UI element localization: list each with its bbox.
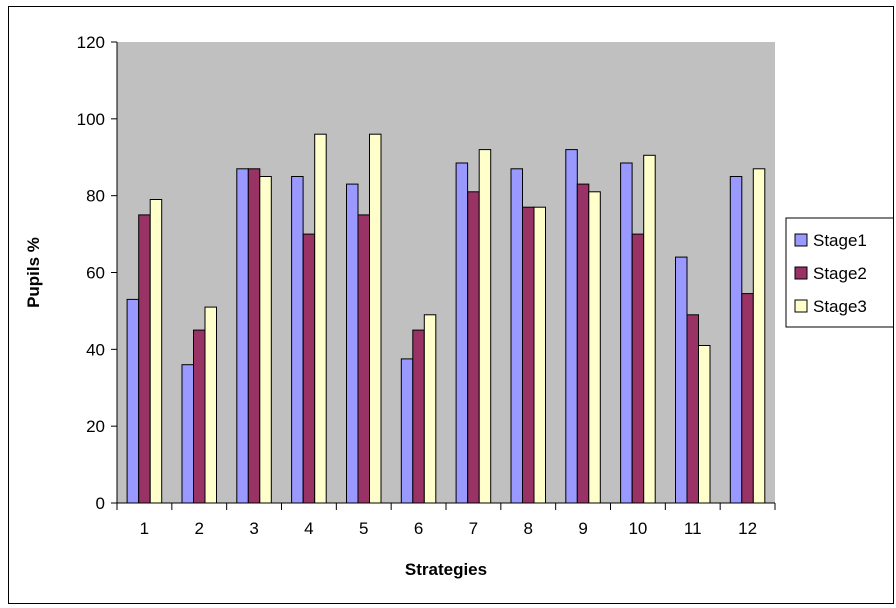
x-tick-label: 8 xyxy=(524,519,533,538)
legend-label-stage3: Stage3 xyxy=(813,297,867,316)
bar-stage2-8 xyxy=(522,206,535,504)
bar-stage3-12 xyxy=(752,168,766,504)
x-tick-label: 2 xyxy=(195,519,204,538)
bar-stage1-1 xyxy=(126,298,140,504)
y-tick-label: 80 xyxy=(86,187,105,206)
bar-stage3-4 xyxy=(314,133,327,504)
bar-stage2-7 xyxy=(467,191,480,504)
bar-stage3-9 xyxy=(588,191,601,504)
bar-stage3-7 xyxy=(478,149,492,504)
legend-swatch-stage1 xyxy=(794,233,808,247)
bar-stage3-10 xyxy=(643,154,656,504)
bar-stage1-8 xyxy=(510,168,523,504)
legend-swatch-stage2 xyxy=(794,266,808,280)
bar-stage2-11 xyxy=(686,314,699,504)
y-tick-label: 100 xyxy=(77,110,105,129)
plot-area xyxy=(117,42,775,503)
bar-stage1-9 xyxy=(565,149,578,504)
x-tick-label: 7 xyxy=(469,519,478,538)
bar-stage2-10 xyxy=(631,233,645,504)
bar-stage1-2 xyxy=(181,364,194,504)
x-tick-label: 12 xyxy=(738,519,757,538)
bar-stage2-2 xyxy=(193,329,206,504)
bar-stage3-11 xyxy=(698,345,711,504)
x-tick-label: 10 xyxy=(628,519,647,538)
x-tick-label: 3 xyxy=(249,519,258,538)
legend-label-stage2: Stage2 xyxy=(813,264,867,283)
bar-stage2-3 xyxy=(247,168,261,504)
y-tick-label: 60 xyxy=(86,264,105,283)
bar-stage1-11 xyxy=(675,256,688,504)
x-tick-label: 9 xyxy=(578,519,587,538)
bar-stage1-10 xyxy=(620,162,633,504)
x-tick-label: 6 xyxy=(414,519,423,538)
bar-stage2-12 xyxy=(741,293,754,504)
x-tick-label: 4 xyxy=(304,519,313,538)
bar-stage3-1 xyxy=(149,199,163,504)
y-tick-label: 40 xyxy=(86,340,105,359)
y-tick-label: 0 xyxy=(96,494,105,513)
legend: Stage1 Stage2 Stage3 xyxy=(785,217,896,328)
bar-stage2-6 xyxy=(412,329,425,504)
bar-stage2-1 xyxy=(138,214,151,504)
bar-stage3-6 xyxy=(423,314,437,504)
bar-stage1-12 xyxy=(729,176,743,504)
bar-stage1-6 xyxy=(400,358,414,504)
bar-stage1-4 xyxy=(291,176,304,504)
x-tick-label: 1 xyxy=(140,519,149,538)
legend-label-stage1: Stage1 xyxy=(813,231,867,250)
chart-frame: 0 20 40 60 80 100 120 1 2 3 4 5 6 7 8 9 10 11 12 Pupils % … xyxy=(8,6,896,604)
bar-stage3-5 xyxy=(369,133,382,504)
bar-stage1-7 xyxy=(455,162,469,504)
y-axis-label: Pupils % xyxy=(24,237,43,308)
y-tick-label: 120 xyxy=(77,33,105,52)
legend-swatch-stage3 xyxy=(794,299,808,313)
bar-stage1-3 xyxy=(236,168,249,504)
bar-stage2-9 xyxy=(576,183,590,504)
bar-stage3-2 xyxy=(204,306,217,504)
x-tick-label: 11 xyxy=(684,519,702,538)
bar-stage1-5 xyxy=(346,183,359,504)
x-axis-label: Strategies xyxy=(405,560,487,579)
bar-stage2-4 xyxy=(302,233,316,504)
bar-stage2-5 xyxy=(357,214,370,504)
bar-stage3-8 xyxy=(533,206,546,504)
x-tick-label: 5 xyxy=(359,519,368,538)
y-tick-label: 20 xyxy=(86,417,105,436)
bar-stage3-3 xyxy=(259,176,272,504)
